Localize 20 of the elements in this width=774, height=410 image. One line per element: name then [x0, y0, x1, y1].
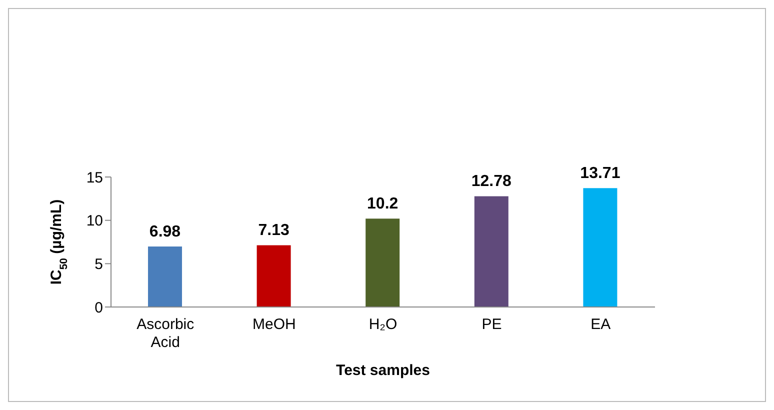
- bar: [148, 246, 182, 307]
- data-label: 7.13: [258, 222, 290, 240]
- bar: [474, 196, 508, 307]
- x-tick-label: PE: [482, 316, 502, 333]
- x-tick-label: Ascorbic Acid: [136, 316, 195, 351]
- x-tick-label: MeOH: [252, 316, 296, 333]
- bar: [366, 218, 400, 307]
- y-tick-label: 0: [94, 299, 103, 316]
- data-label: 13.71: [580, 165, 620, 182]
- bar: [256, 245, 291, 307]
- data-label: 12.78: [471, 173, 512, 190]
- y-tick-label: 5: [94, 256, 103, 273]
- x-tick-label: H₂O: [368, 316, 398, 333]
- bar: [583, 188, 618, 307]
- x-axis-title: Test samples: [336, 362, 430, 379]
- data-label: 6.98: [149, 224, 181, 241]
- data-label: 10.2: [367, 196, 398, 213]
- x-tick-label: EA: [590, 316, 611, 333]
- y-tick-label: 15: [86, 169, 103, 186]
- y-tick-label: 10: [86, 212, 103, 230]
